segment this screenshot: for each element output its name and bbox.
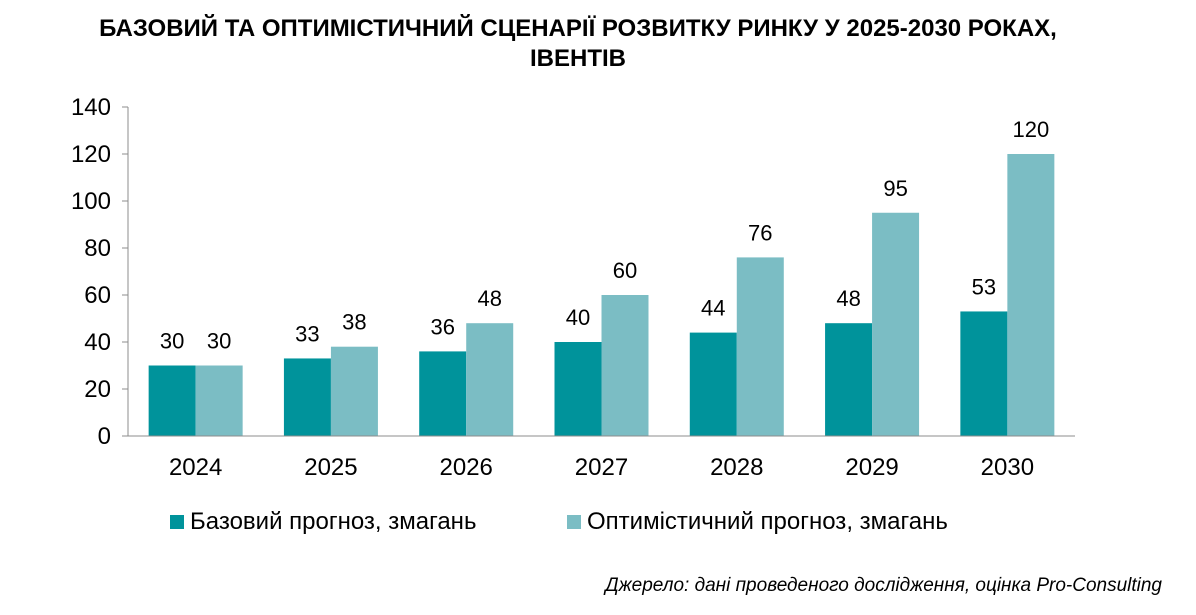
x-tick-label: 2027	[575, 454, 628, 481]
data-label-base: 36	[430, 314, 454, 339]
legend-item-base: Базовий прогноз, змагань	[170, 508, 476, 536]
bar-optimistic	[736, 257, 784, 436]
bar-base	[960, 311, 1008, 436]
y-tick-label: 80	[84, 235, 111, 262]
bar-optimistic	[330, 346, 378, 436]
x-tick-label: 2025	[304, 454, 357, 481]
legend-swatch-base	[170, 515, 184, 529]
y-tick-label: 0	[98, 423, 111, 450]
y-tick-label: 100	[71, 188, 111, 215]
data-label-base: 30	[160, 329, 184, 354]
bar-optimistic	[601, 295, 649, 436]
x-tick-label: 2030	[981, 454, 1034, 481]
legend-label-optimistic: Оптимістичний прогноз, змагань	[587, 508, 948, 535]
bar-optimistic	[195, 365, 243, 436]
bar-base	[554, 342, 602, 436]
legend-swatch-optimistic	[567, 515, 581, 529]
data-label-base: 48	[836, 286, 860, 311]
data-label-optimistic: 48	[477, 286, 501, 311]
legend-item-optimistic: Оптимістичний прогноз, змагань	[567, 508, 948, 536]
bar-base	[148, 365, 196, 436]
y-tick-label: 40	[84, 329, 111, 356]
legend: Базовий прогноз, змагань Оптимістичний п…	[0, 508, 1196, 538]
chart-title-line-2: ІВЕНТІВ	[530, 45, 626, 72]
x-tick-label: 2029	[845, 454, 898, 481]
y-tick-label: 120	[71, 141, 111, 168]
bar-base	[689, 332, 737, 436]
bar-base	[825, 323, 873, 436]
data-label-optimistic: 60	[613, 258, 637, 283]
x-tick-label: 2028	[710, 454, 763, 481]
data-label-base: 44	[701, 296, 725, 321]
bar-chart: 0 20 40 60 80 100 120 140 2024 30 30 2025 33 38 2026 36…	[71, 94, 1075, 481]
data-label-base: 53	[972, 274, 996, 299]
bar-base	[419, 351, 467, 436]
data-label-base: 33	[295, 321, 319, 346]
data-label-base: 40	[566, 305, 590, 330]
bar-optimistic	[466, 323, 514, 436]
bar-base	[283, 358, 331, 436]
bar-optimistic	[872, 212, 920, 436]
bar-optimistic	[1007, 154, 1055, 436]
data-label-optimistic: 30	[207, 329, 231, 354]
y-tick-label: 60	[84, 282, 111, 309]
data-label-optimistic: 120	[1012, 117, 1049, 142]
y-tick-label: 20	[84, 376, 111, 403]
x-tick-label: 2024	[169, 454, 222, 481]
chart-title: БАЗОВИЙ ТА ОПТИМІСТИЧНИЙ СЦЕНАРІЇ РОЗВИТ…	[0, 14, 1156, 74]
x-tick-label: 2026	[440, 454, 493, 481]
legend-label-base: Базовий прогноз, змагань	[190, 508, 477, 535]
data-label-optimistic: 76	[748, 220, 772, 245]
y-tick-label: 140	[71, 94, 111, 121]
source-note: Джерело: дані проведеного дослідження, о…	[605, 575, 1162, 596]
data-label-optimistic: 95	[883, 176, 907, 201]
data-label-optimistic: 38	[342, 310, 366, 335]
chart-title-line-1: БАЗОВИЙ ТА ОПТИМІСТИЧНИЙ СЦЕНАРІЇ РОЗВИТ…	[99, 15, 1057, 42]
